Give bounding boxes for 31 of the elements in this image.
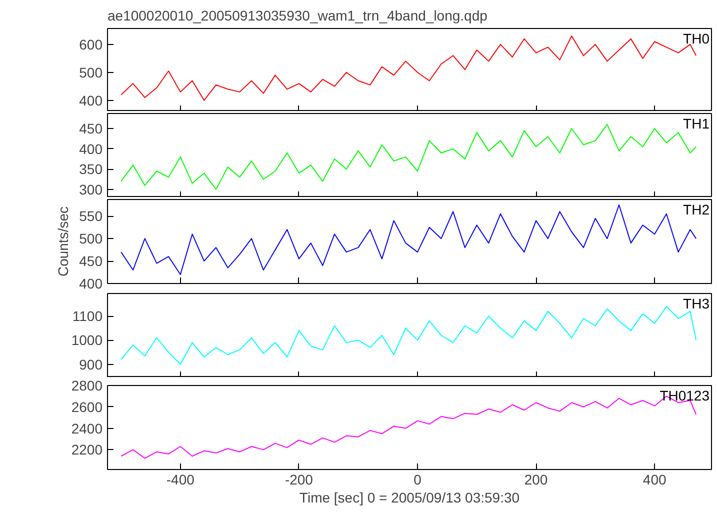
y-tick-label: 500 [79, 64, 103, 80]
y-tick-label: 450 [79, 120, 103, 137]
series-label: TH0 [683, 30, 710, 46]
x-tick-label: 0 [414, 472, 422, 488]
y-tick-label: 300 [79, 181, 103, 198]
y-tick-label: 350 [79, 161, 103, 178]
series-label: TH3 [683, 296, 710, 312]
y-tick-label: 2800 [71, 378, 103, 394]
x-tick-label: -400 [166, 472, 195, 488]
y-tick-label: 400 [79, 276, 103, 292]
y-tick-label: 2600 [71, 398, 103, 415]
y-tick-label: 400 [79, 140, 103, 157]
x-tick-label: -200 [284, 472, 314, 488]
x-tick-label: 200 [524, 472, 548, 488]
y-tick-label: 2200 [71, 442, 103, 458]
y-tick-label: 900 [79, 356, 103, 372]
y-tick-label: 500 [79, 230, 103, 247]
y-tick-label: 550 [79, 208, 103, 224]
y-tick-label: 2400 [71, 420, 103, 436]
series-label: TH0123 [660, 388, 710, 404]
y-tick-label: 1000 [71, 332, 103, 348]
chart-title: ae100020010_20050913035930_wam1_trn_4band_long.qdp [108, 8, 488, 24]
y-tick-label: 400 [79, 92, 103, 108]
x-axis-title: Time [sec] 0 = 2005/09/13 03:59:30 [299, 490, 520, 506]
y-tick-label: 600 [79, 36, 103, 52]
y-axis-title: Counts/sec [55, 206, 72, 277]
x-tick-label: 400 [642, 472, 666, 488]
y-tick-label: 1100 [72, 308, 103, 324]
series-label: TH2 [683, 202, 710, 218]
series-label: TH1 [683, 116, 710, 132]
y-tick-label: 450 [79, 253, 103, 270]
